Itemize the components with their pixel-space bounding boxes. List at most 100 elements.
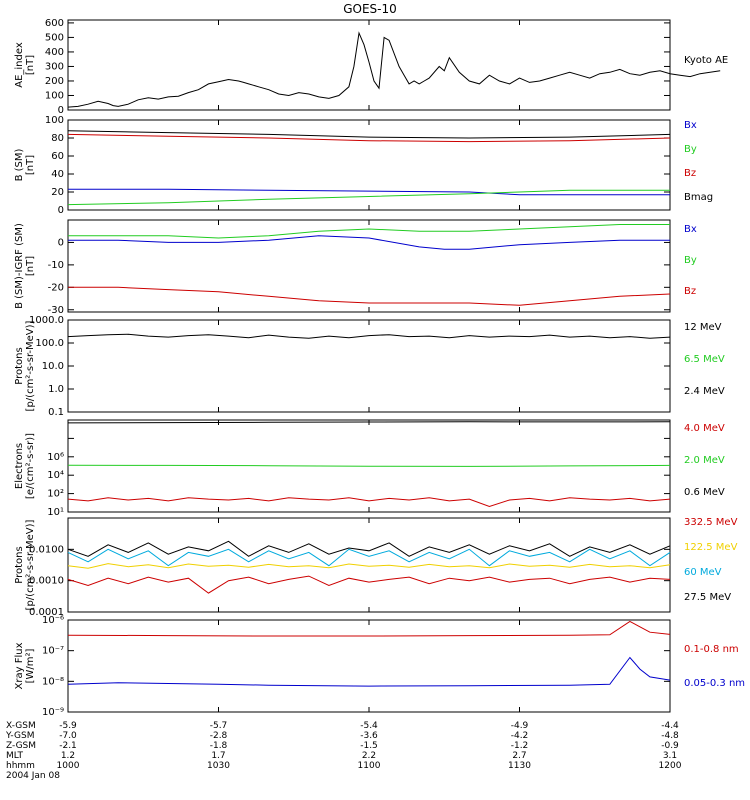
y-tick-label: 10⁻⁶ bbox=[42, 615, 64, 626]
orbit-row-value: -3.6 bbox=[360, 731, 378, 741]
y-tick-label: 10⁻⁸ bbox=[42, 676, 64, 687]
y-tick-label: 0 bbox=[58, 105, 64, 116]
y-tick-label: 0 bbox=[58, 205, 64, 216]
orbit-row-value: -1.2 bbox=[511, 741, 529, 751]
orbit-row-value: -1.5 bbox=[360, 741, 378, 751]
orbit-row-value: -4.4 bbox=[661, 721, 679, 731]
legend-label: Kyoto AE bbox=[684, 55, 728, 66]
y-tick-label: -10 bbox=[48, 260, 64, 271]
orbit-row-value: -5.9 bbox=[59, 721, 77, 731]
y-tick-label: 0.1 bbox=[48, 407, 64, 418]
orbit-row-value: -2.1 bbox=[59, 741, 77, 751]
legend-label: Bmag bbox=[684, 192, 713, 203]
y-axis-label: [p/(cm²-s-sr-MeV)] bbox=[25, 320, 36, 411]
legend-label: 27.5 MeV bbox=[684, 592, 731, 603]
legend-label: 12 MeV bbox=[684, 322, 722, 333]
legend-label: 0.1-0.8 nm bbox=[684, 644, 739, 655]
panel-4-frame bbox=[67, 319, 671, 413]
legend-label: 6.5 MeV bbox=[684, 354, 725, 365]
legend-label: Bz bbox=[684, 168, 696, 179]
y-tick-label: 300 bbox=[45, 61, 64, 72]
legend-label: Bx bbox=[684, 224, 697, 235]
series-line bbox=[68, 235, 670, 250]
series-line bbox=[68, 188, 670, 196]
series-line bbox=[67, 548, 671, 567]
y-axis-label: Electrons bbox=[14, 443, 25, 489]
chart-title: GOES-10 bbox=[343, 2, 397, 16]
series-line bbox=[67, 31, 721, 108]
legend-label: 2.4 MeV bbox=[684, 386, 725, 397]
panel-3-frame bbox=[67, 219, 671, 313]
orbit-row-label: MLT bbox=[6, 751, 24, 761]
series-line bbox=[67, 133, 671, 143]
orbit-row-value: -1.8 bbox=[210, 741, 228, 751]
panel-1-frame bbox=[67, 19, 671, 111]
orbit-row-label: Y-GSM bbox=[5, 731, 34, 741]
y-tick-label: 0.0100 bbox=[29, 544, 64, 555]
y-tick-label: 0 bbox=[58, 237, 64, 248]
orbit-row-value: 1000 bbox=[57, 761, 80, 771]
series-line bbox=[67, 421, 671, 424]
orbit-row-value: -0.9 bbox=[661, 741, 679, 751]
legend-label: 60 MeV bbox=[684, 567, 722, 578]
series-line bbox=[67, 497, 671, 508]
legend-label: 332.5 MeV bbox=[684, 517, 738, 528]
y-tick-label: 0.0001 bbox=[29, 607, 64, 618]
y-tick-label: 600 bbox=[45, 18, 64, 29]
series-line bbox=[67, 130, 671, 139]
y-tick-label: 10¹ bbox=[47, 507, 64, 518]
y-tick-label: 10⁻⁷ bbox=[42, 646, 64, 657]
orbit-row-value: -5.7 bbox=[210, 721, 228, 731]
series-line bbox=[67, 620, 671, 637]
y-axis-label: [nT] bbox=[25, 155, 36, 175]
date-label: 2004 Jan 08 bbox=[6, 771, 60, 781]
series-line bbox=[67, 656, 671, 687]
legend-label: 122.5 MeV bbox=[684, 542, 738, 553]
orbit-row-value: 1.7 bbox=[211, 751, 225, 761]
series-line bbox=[67, 189, 670, 206]
series-line bbox=[67, 464, 671, 467]
orbit-row-value: -4.2 bbox=[511, 731, 529, 741]
y-tick-label: 40 bbox=[51, 169, 64, 180]
y-tick-label: 10⁴ bbox=[47, 470, 64, 481]
legend-label: 4.0 MeV bbox=[684, 423, 725, 434]
y-axis-label: [p/(cm²-s-sr-MeV)] bbox=[25, 519, 36, 610]
orbit-row-value: 3.1 bbox=[663, 751, 677, 761]
y-axis-label: B (SM) bbox=[14, 148, 25, 181]
y-tick-label: 200 bbox=[45, 76, 64, 87]
y-tick-label: 10⁶ bbox=[47, 452, 64, 463]
orbit-row-value: 1030 bbox=[207, 761, 230, 771]
orbit-row-value: -4.8 bbox=[661, 731, 679, 741]
series-line bbox=[67, 575, 671, 594]
series-line bbox=[67, 540, 671, 557]
y-axis-label: B (SM)-IGRF (SM) bbox=[14, 223, 25, 309]
y-tick-label: 80 bbox=[51, 133, 64, 144]
orbit-row-label: hhmm bbox=[6, 761, 35, 771]
y-tick-label: 400 bbox=[45, 47, 64, 58]
orbit-row-value: 2.2 bbox=[362, 751, 376, 761]
series-line bbox=[68, 286, 671, 306]
series-line bbox=[67, 563, 671, 569]
y-axis-label: [nT] bbox=[25, 55, 36, 75]
y-tick-label: 100.0 bbox=[35, 338, 64, 349]
y-axis-label: Protons bbox=[14, 347, 25, 384]
legend-label: 0.6 MeV bbox=[684, 487, 725, 498]
y-tick-label: 10⁻⁹ bbox=[42, 707, 64, 718]
orbit-row-value: -4.9 bbox=[511, 721, 529, 731]
panel-7-frame bbox=[67, 619, 671, 713]
y-tick-label: 10² bbox=[47, 489, 64, 500]
y-tick-label: 100 bbox=[45, 90, 64, 101]
y-axis-label: Protons bbox=[14, 546, 25, 583]
y-tick-label: 1.0 bbox=[48, 384, 64, 395]
y-axis-label: Xray Flux bbox=[14, 642, 25, 689]
y-tick-label: 0.0010 bbox=[29, 576, 64, 587]
legend-label: 2.0 MeV bbox=[684, 455, 725, 466]
y-tick-label: 10.0 bbox=[42, 361, 64, 372]
orbit-row-value: -2.8 bbox=[210, 731, 228, 741]
y-axis-label: AE_index bbox=[14, 42, 25, 88]
orbit-row-value: -5.4 bbox=[360, 721, 378, 731]
legend-label: 0.05-0.3 nm bbox=[684, 678, 745, 689]
orbit-row-value: 1200 bbox=[659, 761, 682, 771]
y-tick-label: 60 bbox=[51, 151, 64, 162]
